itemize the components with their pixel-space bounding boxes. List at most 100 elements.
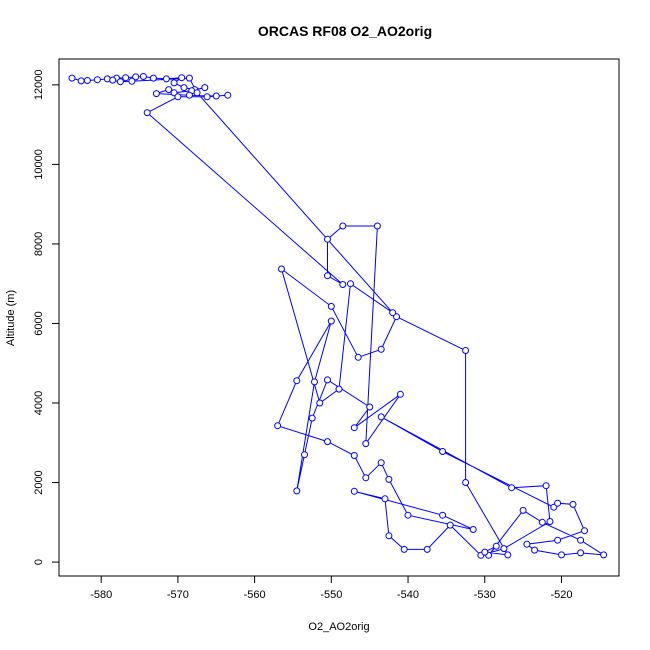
data-point <box>481 548 489 556</box>
series-line <box>71 75 604 556</box>
data-point <box>224 91 232 99</box>
data-point <box>362 474 370 482</box>
data-point <box>162 75 170 83</box>
data-point <box>83 77 91 84</box>
data-point <box>362 440 370 448</box>
y-tick-label: 2000 <box>33 470 45 494</box>
data-point <box>569 500 577 508</box>
data-point <box>339 222 347 230</box>
data-point <box>139 73 147 80</box>
x-axis-label: O2_AO2orig <box>308 621 369 633</box>
chart-title: ORCAS RF08 O2_AO2orig <box>258 23 432 39</box>
x-tick-label: -580 <box>90 589 112 601</box>
data-point <box>77 77 85 85</box>
y-tick-label: 4000 <box>33 391 45 415</box>
data-point <box>201 84 209 92</box>
data-point <box>311 378 318 386</box>
data-point <box>347 280 354 288</box>
data-point <box>185 74 193 82</box>
x-tick-label: -570 <box>167 589 189 601</box>
data-point <box>577 549 585 557</box>
data-point <box>354 353 362 361</box>
data-point <box>600 551 608 559</box>
x-tick-label: -530 <box>474 589 496 601</box>
data-point <box>170 79 178 87</box>
x-tick-label: -520 <box>550 589 572 601</box>
data-point <box>278 265 285 273</box>
series-o2-altitude <box>68 73 608 559</box>
data-point <box>377 459 385 467</box>
data-point <box>93 76 101 84</box>
data-point <box>274 422 282 430</box>
data-point <box>373 222 381 230</box>
data-point <box>324 376 331 384</box>
data-point <box>446 521 454 529</box>
data-point <box>327 317 335 325</box>
data-point <box>581 527 588 535</box>
data-point <box>492 542 500 550</box>
data-point <box>558 551 565 559</box>
data-point <box>504 551 512 559</box>
data-point <box>500 545 508 553</box>
data-point <box>212 92 220 100</box>
data-point <box>554 536 562 544</box>
data-point <box>132 73 140 81</box>
data-point <box>523 540 531 548</box>
data-point <box>109 76 117 84</box>
data-point <box>350 452 358 459</box>
data-point <box>350 424 358 432</box>
data-point <box>316 399 324 407</box>
data-point <box>404 511 412 519</box>
data-point <box>122 74 130 82</box>
data-point <box>324 438 331 446</box>
data-point <box>335 385 343 393</box>
data-point <box>439 511 447 519</box>
data-point <box>542 482 550 490</box>
x-tick-label: -550 <box>320 589 342 601</box>
data-point <box>531 546 539 554</box>
data-point <box>308 414 316 422</box>
data-point <box>396 390 404 398</box>
data-point <box>462 479 470 486</box>
data-point <box>152 90 160 98</box>
data-point <box>385 532 393 540</box>
data-point <box>324 235 331 243</box>
y-axis-label: Altitude (m) <box>5 290 17 346</box>
axes: -580 -570 -560 -550 -540 -530 -520 0 2000 4000 600… <box>33 70 572 601</box>
data-point <box>546 518 554 525</box>
data-point <box>193 89 201 97</box>
x-tick-label: -540 <box>397 589 419 601</box>
plot-frame <box>58 58 620 577</box>
data-point <box>377 345 385 353</box>
data-point <box>385 475 393 483</box>
data-point <box>508 484 516 492</box>
data-point <box>143 109 151 117</box>
data-point <box>400 545 408 553</box>
data-point <box>174 93 182 101</box>
data-point <box>377 413 385 421</box>
data-point <box>180 84 188 92</box>
y-tick-label: 12000 <box>33 70 45 101</box>
data-point <box>185 91 193 99</box>
data-point <box>128 77 136 85</box>
data-point <box>350 487 358 495</box>
data-point <box>324 272 331 280</box>
data-point <box>538 518 546 526</box>
y-tick-label: 0 <box>33 559 45 565</box>
data-point <box>165 86 173 94</box>
data-point <box>149 74 157 82</box>
data-point <box>301 451 308 459</box>
data-point <box>423 545 431 553</box>
data-point <box>381 495 389 503</box>
data-point <box>462 347 470 354</box>
data-point <box>519 506 527 514</box>
data-point <box>178 74 186 82</box>
data-point <box>439 448 447 455</box>
x-tick-label: -560 <box>244 589 266 601</box>
data-point <box>554 499 562 507</box>
data-point <box>116 78 124 86</box>
data-point <box>339 281 347 288</box>
data-point <box>203 93 211 101</box>
y-tick-label: 8000 <box>33 232 45 256</box>
